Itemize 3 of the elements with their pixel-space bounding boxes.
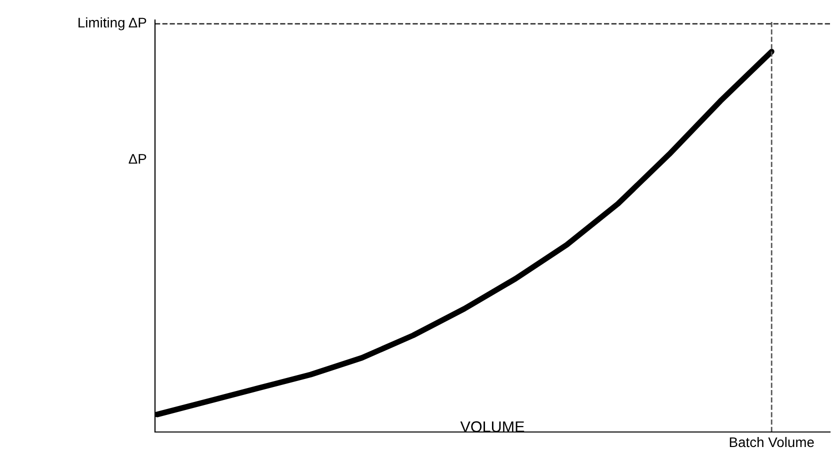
text: Batch Volume	[730, 436, 814, 448]
y-axis-title: ΔP	[128, 154, 146, 164]
ref-line-label: Limiting ΔP	[78, 17, 146, 30]
